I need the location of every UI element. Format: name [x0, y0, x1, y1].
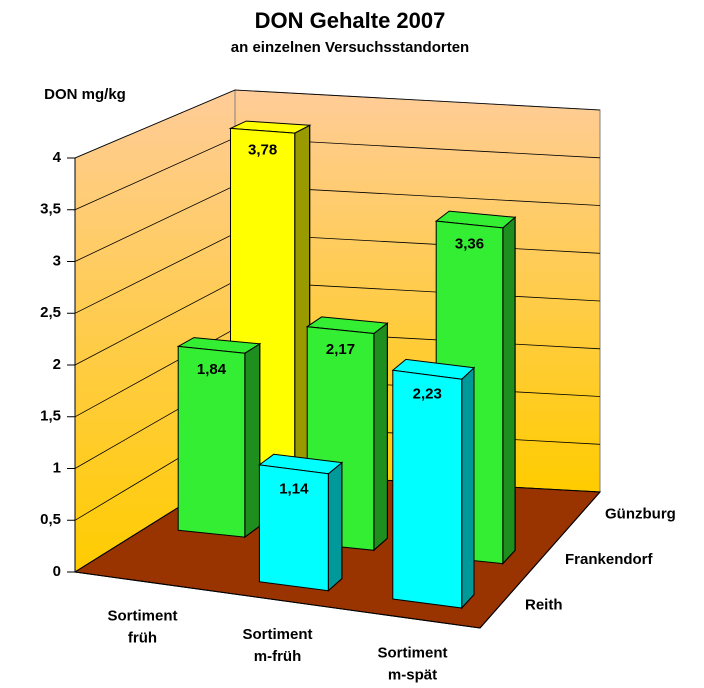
x-tick-label: Sortiment [242, 626, 312, 643]
bar-side-shade [327, 461, 343, 592]
data-label: 1,14 [279, 480, 309, 497]
y-tick-label: 3 [53, 252, 61, 269]
x-tick-label: Sortiment [107, 607, 177, 624]
legend-label: Frankendorf [565, 551, 654, 568]
data-label: 2,17 [326, 341, 355, 358]
bar-side-shade [373, 322, 388, 552]
bar [258, 464, 329, 592]
legend-label: Reith [525, 596, 563, 613]
x-tick-label: früh [128, 629, 157, 646]
y-tick-label: 2 [53, 356, 61, 373]
data-label: 3,36 [455, 235, 484, 252]
y-tick-label: 1 [53, 459, 61, 476]
bar [392, 369, 463, 609]
legend-label: Günzburg [605, 506, 676, 523]
y-tick-label: 3,5 [40, 201, 61, 218]
data-label: 1,84 [197, 361, 227, 378]
grid-line [74, 89, 601, 159]
y-axis-label: DON mg/kg [44, 86, 126, 103]
x-tick-label: m-früh [254, 648, 302, 665]
x-axis [74, 571, 481, 629]
x-tick-label: Sortiment [377, 645, 447, 662]
y-tick-label: 0 [53, 563, 61, 580]
bar-side-shade [502, 216, 516, 565]
z-axis [479, 491, 601, 629]
chart-title: DON Gehalte 2007 [255, 8, 446, 33]
chart-subtitle: an einzelnen Versuchsstandorten [231, 39, 469, 56]
y-tick-label: 4 [53, 149, 62, 166]
y-tick-label: 0,5 [40, 511, 61, 528]
y-tick-label: 2,5 [40, 304, 61, 321]
bar [177, 345, 246, 538]
data-label: 3,78 [248, 142, 277, 159]
data-label: 2,23 [413, 386, 442, 403]
bar-side-shade [461, 366, 475, 610]
y-tick-label: 1,5 [40, 408, 61, 425]
x-tick-label: m-spät [388, 667, 437, 684]
bar-side-shade [244, 342, 261, 539]
